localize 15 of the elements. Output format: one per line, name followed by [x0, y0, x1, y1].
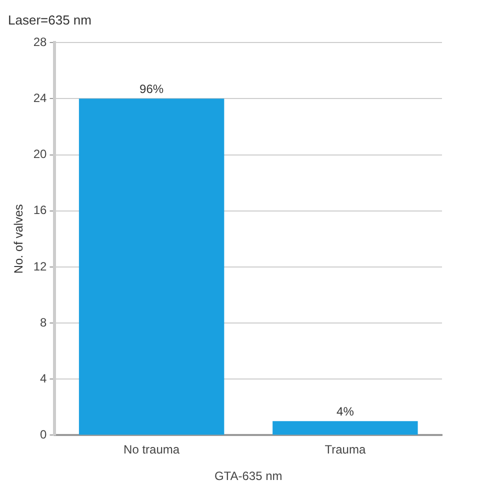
chart-title: Laser=635 nm — [8, 12, 92, 28]
x-tick-label: No trauma — [124, 442, 180, 457]
y-tick-label: 8 — [40, 315, 48, 330]
y-tick-label: 12 — [33, 259, 48, 274]
y-tick-label: 28 — [33, 34, 48, 49]
y-axis-title: No. of valves — [12, 204, 26, 274]
y-tick-label: 4 — [40, 371, 48, 386]
x-axis-title: GTA-635 nm — [214, 469, 282, 484]
y-tick-label: 0 — [40, 428, 48, 442]
y-tick-label: 16 — [33, 203, 48, 218]
x-tick-label: Trauma — [324, 442, 366, 457]
y-tick-label: 24 — [33, 91, 48, 105]
annotation: 96% — [140, 82, 164, 96]
annotation: 4% — [336, 404, 354, 418]
y-tick-label: 20 — [33, 147, 48, 162]
